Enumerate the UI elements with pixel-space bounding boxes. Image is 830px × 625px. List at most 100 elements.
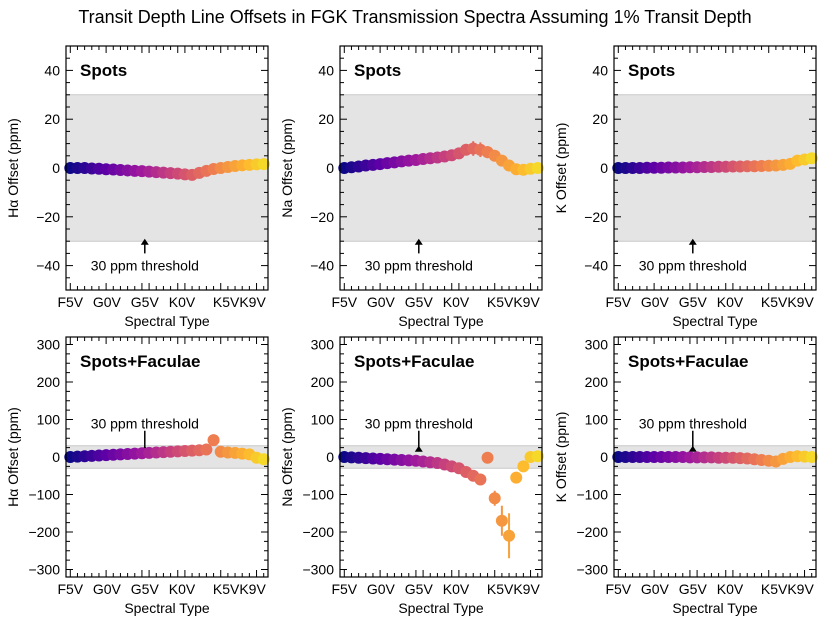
y-tick-label-p2: 20 xyxy=(318,111,334,127)
y-tick-label-p6: 100 xyxy=(585,412,609,428)
y-tick-label-p5: −200 xyxy=(302,524,334,540)
threshold-label-p2: 30 ppm threshold xyxy=(365,258,473,274)
x-tick-label-p4: G5V xyxy=(131,581,160,597)
panel-label-p5: Spots+Faculae xyxy=(354,352,474,371)
y-tick-label-p2: 40 xyxy=(318,62,334,78)
y-axis-label-p5: Na Offset (ppm) xyxy=(279,407,295,506)
x-axis-label-p1: Spectral Type xyxy=(124,313,210,329)
data-point-p5 xyxy=(517,460,530,473)
y-tick-label-p6: −100 xyxy=(576,487,608,503)
x-tick-label-p2: G5V xyxy=(405,294,434,310)
threshold-label-p6: 30 ppm threshold xyxy=(639,415,747,431)
y-axis-label-p3: K Offset (ppm) xyxy=(553,123,569,214)
y-tick-label-p4: 200 xyxy=(37,374,61,390)
data-point-p5 xyxy=(495,514,508,527)
y-tick-label-p1: 0 xyxy=(52,160,60,176)
y-tick-label-p6: 0 xyxy=(600,449,608,465)
x-tick-label-p4: K5VK9V xyxy=(213,581,267,597)
y-tick-label-p5: 100 xyxy=(311,412,335,428)
threshold-label-p3: 30 ppm threshold xyxy=(639,258,747,274)
x-tick-label-p2: K5VK9V xyxy=(487,294,541,310)
panel-label-p3: Spots xyxy=(628,61,675,80)
panel-label-p2: Spots xyxy=(354,61,401,80)
data-point-p3 xyxy=(805,152,818,165)
x-tick-label-p6: K0V xyxy=(717,581,744,597)
y-axis-label-p6: K Offset (ppm) xyxy=(553,412,569,503)
data-point-p5 xyxy=(474,473,487,486)
y-tick-label-p5: −100 xyxy=(302,487,334,503)
y-tick-label-p4: −300 xyxy=(28,562,60,578)
y-tick-label-p5: 300 xyxy=(311,337,335,353)
data-point-p5 xyxy=(481,451,494,464)
x-tick-label-p1: G0V xyxy=(93,294,122,310)
data-point-p4 xyxy=(257,453,270,466)
y-tick-label-p4: 300 xyxy=(37,337,61,353)
data-point-p5 xyxy=(510,471,523,484)
x-axis-label-p2: Spectral Type xyxy=(398,313,484,329)
y-tick-label-p6: 300 xyxy=(585,337,609,353)
y-tick-label-p4: 100 xyxy=(37,412,61,428)
x-tick-label-p4: G0V xyxy=(93,581,122,597)
plot-frame-p2 xyxy=(339,45,543,291)
y-tick-label-p4: 0 xyxy=(52,449,60,465)
x-tick-label-p6: K5VK9V xyxy=(761,581,815,597)
x-tick-label-p5: K5VK9V xyxy=(487,581,541,597)
data-point-p4 xyxy=(200,443,213,456)
x-tick-label-p4: F5V xyxy=(57,581,83,597)
x-axis-label-p3: Spectral Type xyxy=(672,313,758,329)
y-tick-label-p6: −300 xyxy=(576,562,608,578)
panel-label-p4: Spots+Faculae xyxy=(80,352,200,371)
y-tick-label-p5: −300 xyxy=(302,562,334,578)
x-tick-label-p2: G0V xyxy=(367,294,396,310)
threshold-label-p4: 30 ppm threshold xyxy=(91,415,199,431)
x-tick-label-p5: G0V xyxy=(367,581,396,597)
x-tick-label-p5: F5V xyxy=(331,581,357,597)
x-tick-label-p1: F5V xyxy=(57,294,83,310)
x-tick-label-p1: G5V xyxy=(131,294,160,310)
y-axis-label-p1: Hα Offset (ppm) xyxy=(5,118,21,218)
y-axis-label-p2: Na Offset (ppm) xyxy=(279,118,295,217)
y-tick-label-p2: 0 xyxy=(326,160,334,176)
threshold-arrow-head-p6 xyxy=(688,445,697,452)
threshold-label-p5: 30 ppm threshold xyxy=(365,415,473,431)
y-tick-label-p3: −40 xyxy=(584,258,608,274)
x-tick-label-p2: K0V xyxy=(443,294,470,310)
threshold-arrow-head-p3 xyxy=(688,238,697,245)
data-point-p2 xyxy=(531,162,544,174)
data-point-p1 xyxy=(257,158,270,171)
y-axis-label-p4: Hα Offset (ppm) xyxy=(5,407,21,507)
data-point-p5 xyxy=(488,492,501,505)
y-tick-label-p6: 200 xyxy=(585,374,609,390)
plot-frame-p5 xyxy=(339,336,543,578)
x-axis-label-p5: Spectral Type xyxy=(398,600,484,616)
data-point-p5 xyxy=(503,529,516,542)
panel-label-p1: Spots xyxy=(80,61,127,80)
x-tick-label-p3: K0V xyxy=(717,294,744,310)
y-tick-label-p3: 0 xyxy=(600,160,608,176)
y-tick-label-p4: −200 xyxy=(28,524,60,540)
data-point-p4 xyxy=(207,434,220,447)
x-tick-label-p4: K0V xyxy=(169,581,196,597)
x-tick-label-p6: G0V xyxy=(641,581,670,597)
x-tick-label-p1: K5VK9V xyxy=(213,294,267,310)
y-tick-label-p6: −200 xyxy=(576,524,608,540)
x-tick-label-p6: G5V xyxy=(679,581,708,597)
threshold-arrow-head-p1 xyxy=(140,238,149,245)
x-tick-label-p3: G5V xyxy=(679,294,708,310)
x-tick-label-p2: F5V xyxy=(331,294,357,310)
threshold-arrow-head-p2 xyxy=(414,238,423,245)
y-tick-label-p3: 20 xyxy=(592,111,608,127)
x-tick-label-p1: K0V xyxy=(169,294,196,310)
y-tick-label-p1: 20 xyxy=(44,111,60,127)
data-point-p6 xyxy=(805,451,818,463)
y-tick-label-p3: 40 xyxy=(592,62,608,78)
y-tick-label-p1: 40 xyxy=(44,62,60,78)
x-tick-label-p3: F5V xyxy=(605,294,631,310)
plot-frame-p6 xyxy=(613,336,817,578)
threshold-arrow-head-p5 xyxy=(414,445,423,452)
threshold-label-p1: 30 ppm threshold xyxy=(91,258,199,274)
y-tick-label-p1: −20 xyxy=(36,209,60,225)
data-point-p5 xyxy=(531,450,544,463)
x-axis-label-p4: Spectral Type xyxy=(124,600,210,616)
